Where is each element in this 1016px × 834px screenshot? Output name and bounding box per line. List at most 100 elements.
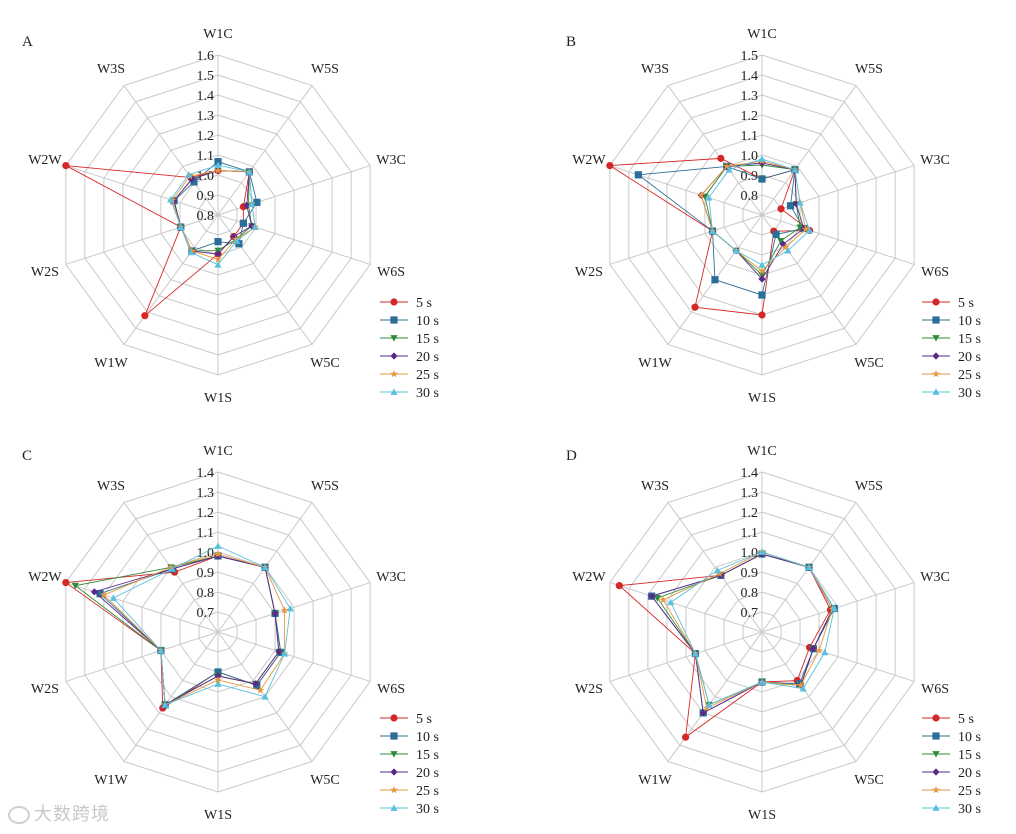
data-point	[62, 578, 70, 587]
radar-panel-C: C W1C W5S W3C W6S W5C W1S W1W W2S W2W W3S 0.7 0.8 0.9…	[22, 444, 439, 823]
data-point	[791, 166, 799, 173]
data-point	[99, 590, 108, 599]
axis-label-W3S: W3S	[97, 479, 125, 494]
axis-label-W5S: W5S	[855, 479, 883, 494]
data-point	[691, 303, 699, 311]
legend-marker	[390, 352, 398, 360]
axis-label-W5C: W5C	[310, 773, 340, 788]
data-point	[62, 161, 70, 170]
legend: 5 s 10 s 15 s 20 s 25 s 30 s	[922, 712, 981, 817]
data-point	[243, 202, 251, 210]
axis-label-W3S: W3S	[641, 479, 669, 494]
data-point	[758, 311, 766, 319]
legend-entry: 10 s	[416, 314, 439, 329]
series-line	[93, 555, 280, 706]
axis-label-W5S: W5S	[855, 62, 883, 77]
legend-entry: 20 s	[958, 766, 981, 781]
axis-label-W5C: W5C	[854, 356, 884, 371]
radar-panel-D: D W1C W5S W3C W6S W5C W1S W1W W2S W2W W3S 0.7 0.8 0.9…	[566, 444, 981, 823]
axis-label-W1S: W1S	[204, 808, 232, 823]
grid-spoke	[609, 214, 763, 265]
data-point	[214, 675, 222, 684]
data-point	[796, 199, 804, 206]
legend-entry: 5 s	[416, 712, 432, 727]
series-30s	[167, 161, 259, 268]
data-point	[239, 219, 247, 227]
legend-entry: 10 s	[958, 314, 981, 329]
data-point	[252, 680, 260, 688]
tick-label: 0.9	[197, 566, 215, 581]
data-point	[758, 291, 766, 299]
legend-entry: 15 s	[958, 332, 981, 347]
legend-entry: 25 s	[958, 784, 981, 799]
legend-marker	[932, 352, 940, 360]
series-30s	[667, 548, 838, 708]
data-point	[214, 668, 222, 676]
legend: 5 s 10 s 15 s 20 s 25 s 30 s	[380, 296, 439, 401]
data-point	[830, 604, 838, 612]
axis-label-W5S: W5S	[311, 62, 339, 77]
legend-entry: 20 s	[416, 766, 439, 781]
data-point	[90, 588, 98, 596]
data-point	[758, 548, 766, 555]
data-point	[758, 155, 766, 162]
axis-label-W3S: W3S	[97, 62, 125, 77]
legend-entry: 5 s	[416, 296, 432, 311]
series-30s	[705, 155, 814, 268]
data-point	[758, 266, 766, 275]
data-point	[161, 701, 169, 708]
data-point	[141, 312, 149, 320]
watermark-text: 大数跨境	[34, 804, 110, 825]
axis-label-W6S: W6S	[921, 682, 949, 697]
grid-spoke	[761, 631, 857, 762]
data-point	[251, 223, 259, 230]
data-point	[214, 238, 222, 246]
data-point	[214, 549, 222, 558]
tick-label: 1.1	[197, 526, 215, 541]
axis-label-W1W: W1W	[94, 356, 128, 371]
legend-marker	[390, 298, 398, 306]
grid-spoke	[123, 214, 219, 345]
tick-label: 1.0	[741, 149, 759, 164]
grid-spoke	[65, 214, 219, 265]
tick-label: 1.4	[197, 466, 215, 481]
legend-marker	[932, 369, 940, 378]
series-20s	[90, 552, 283, 709]
legend-entry: 15 s	[416, 332, 439, 347]
legend: 5 s 10 s 15 s 20 s 25 s 30 s	[922, 296, 981, 401]
data-point	[758, 678, 766, 685]
watermark-logo-icon	[8, 806, 30, 824]
data-point	[659, 595, 668, 604]
data-point	[71, 582, 79, 590]
data-point	[157, 646, 165, 654]
grid-spoke	[761, 85, 857, 216]
legend-entry: 20 s	[958, 350, 981, 365]
data-point	[280, 606, 289, 614]
axis-label-W3C: W3C	[376, 153, 406, 168]
legend-entry: 10 s	[958, 730, 981, 745]
legend-marker	[932, 388, 940, 395]
tick-label: 1.2	[197, 506, 215, 521]
data-point	[214, 680, 222, 687]
data-point	[758, 175, 766, 183]
data-point	[725, 166, 733, 173]
tick-label: 0.8	[197, 209, 215, 224]
tick-label: 0.7	[197, 606, 215, 621]
panel-label: A	[22, 34, 33, 50]
legend-marker	[932, 732, 940, 740]
legend-entry: 30 s	[416, 386, 439, 401]
axis-label-W1C: W1C	[203, 444, 233, 459]
data-point	[805, 226, 814, 234]
axis-label-W1S: W1S	[748, 808, 776, 823]
data-point	[821, 648, 829, 656]
tick-label: 1.1	[197, 149, 215, 164]
grid-spoke	[667, 502, 763, 633]
axis-label-W3C: W3C	[920, 570, 950, 585]
tick-label: 1.4	[741, 466, 759, 481]
data-point	[699, 709, 707, 717]
data-point	[801, 225, 810, 233]
data-point	[275, 648, 283, 656]
axis-label-W6S: W6S	[377, 265, 405, 280]
data-point	[781, 243, 790, 251]
